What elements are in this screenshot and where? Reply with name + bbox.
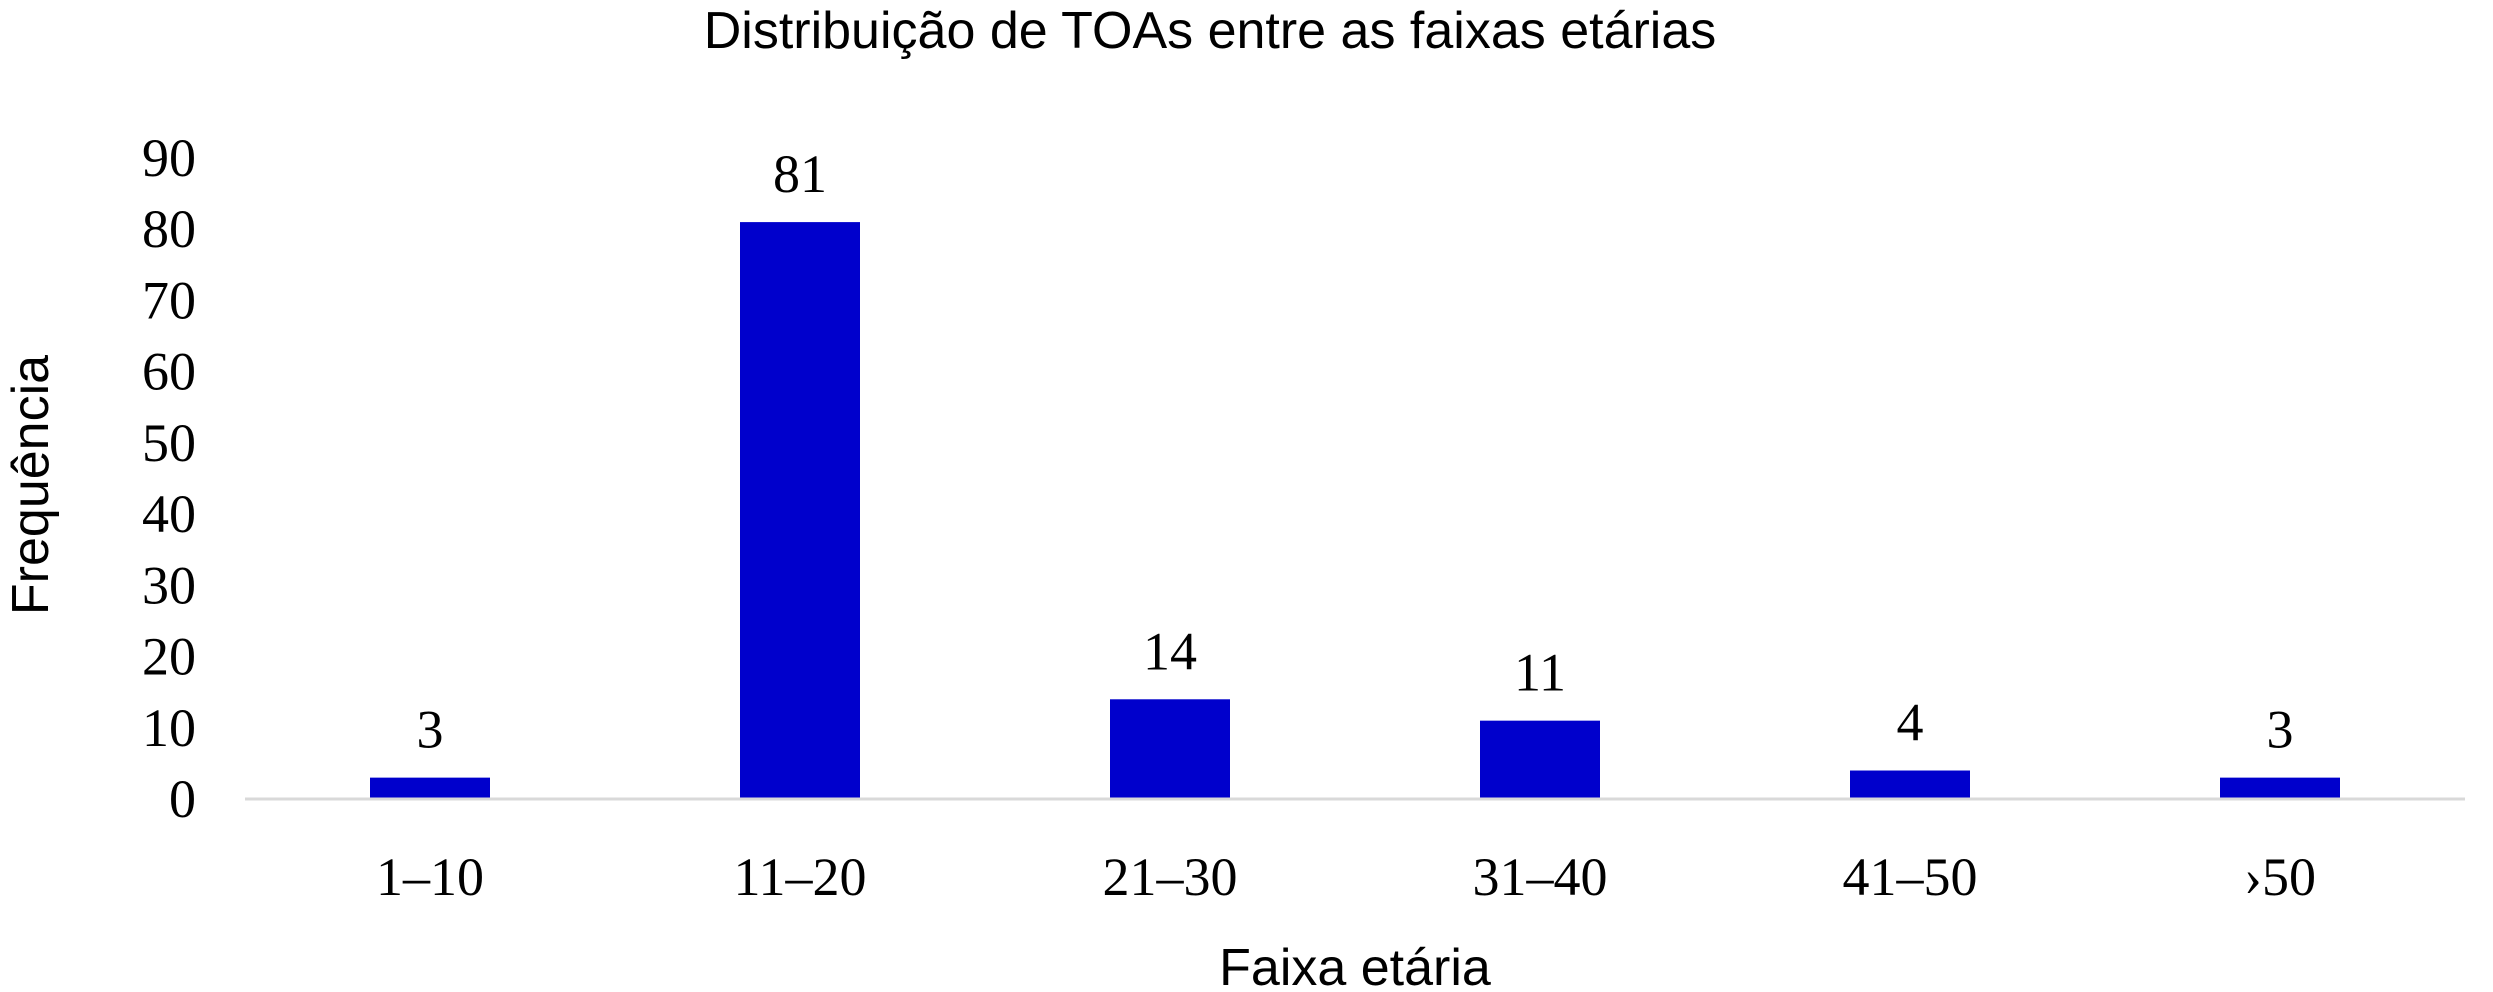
bars (370, 222, 2340, 800)
bar (1110, 699, 1230, 799)
y-tick-label: 20 (142, 627, 196, 687)
data-labels: 3 81 14 11 4 3 (417, 144, 2294, 760)
x-axis-ticks: 1–10 11–20 21–30 31–40 41–50 ›50 (376, 847, 2316, 907)
y-tick-label: 40 (142, 484, 196, 544)
bar (2220, 777, 2340, 799)
y-tick-label: 90 (142, 128, 196, 188)
y-tick-label: 0 (169, 769, 196, 829)
y-axis-ticks: 0 10 20 30 40 50 60 70 80 90 (142, 128, 196, 829)
bar (740, 222, 860, 800)
x-tick-label: 21–30 (1103, 847, 1238, 907)
x-axis-title: Faixa etária (1219, 939, 1491, 992)
bar-value-label: 11 (1514, 643, 1566, 703)
bar-value-label: 3 (417, 700, 444, 760)
x-tick-label: 41–50 (1843, 847, 1978, 907)
y-tick-label: 50 (142, 413, 196, 473)
bar (370, 777, 490, 799)
bar-value-label: 4 (1897, 693, 1924, 753)
y-tick-label: 30 (142, 555, 196, 615)
bar (1480, 720, 1600, 799)
y-axis-title: Frequência (2, 355, 60, 615)
x-tick-label: 31–40 (1473, 847, 1608, 907)
x-tick-label: ›50 (2244, 847, 2316, 907)
y-tick-label: 60 (142, 342, 196, 402)
bar-value-label: 3 (2267, 700, 2294, 760)
x-tick-label: 11–20 (734, 847, 867, 907)
y-tick-label: 10 (142, 698, 196, 758)
bar-value-label: 14 (1143, 621, 1197, 681)
x-tick-label: 1–10 (376, 847, 484, 907)
chart-title: Distribuição de TOAs entre as faixas etá… (704, 2, 1717, 60)
bar (1850, 770, 1970, 799)
y-tick-label: 80 (142, 199, 196, 259)
y-tick-label: 70 (142, 270, 196, 330)
bar-value-label: 81 (773, 144, 827, 204)
